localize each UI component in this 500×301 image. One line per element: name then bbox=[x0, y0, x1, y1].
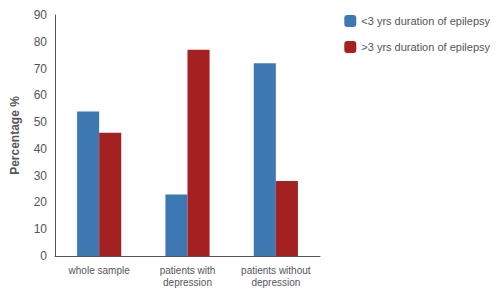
svg-text:50: 50 bbox=[34, 115, 48, 129]
svg-text:70: 70 bbox=[34, 62, 48, 76]
svg-text:Percentage %: Percentage % bbox=[8, 96, 22, 175]
svg-text:depression: depression bbox=[251, 277, 300, 288]
svg-text:60: 60 bbox=[34, 88, 48, 102]
svg-text:>3 yrs duration of epilepsy: >3 yrs duration of epilepsy bbox=[361, 41, 490, 53]
svg-text:<3 yrs duration of epilepsy: <3 yrs duration of epilepsy bbox=[361, 15, 490, 27]
svg-text:patients without: patients without bbox=[241, 265, 311, 276]
svg-text:depression: depression bbox=[163, 277, 212, 288]
svg-text:30: 30 bbox=[34, 169, 48, 183]
svg-text:patients with: patients with bbox=[160, 265, 216, 276]
svg-text:90: 90 bbox=[34, 8, 48, 22]
svg-text:0: 0 bbox=[40, 249, 47, 263]
svg-text:10: 10 bbox=[34, 222, 48, 236]
svg-text:whole sample: whole sample bbox=[68, 265, 131, 276]
svg-text:20: 20 bbox=[34, 195, 48, 209]
svg-text:80: 80 bbox=[34, 35, 48, 49]
svg-text:40: 40 bbox=[34, 142, 48, 156]
